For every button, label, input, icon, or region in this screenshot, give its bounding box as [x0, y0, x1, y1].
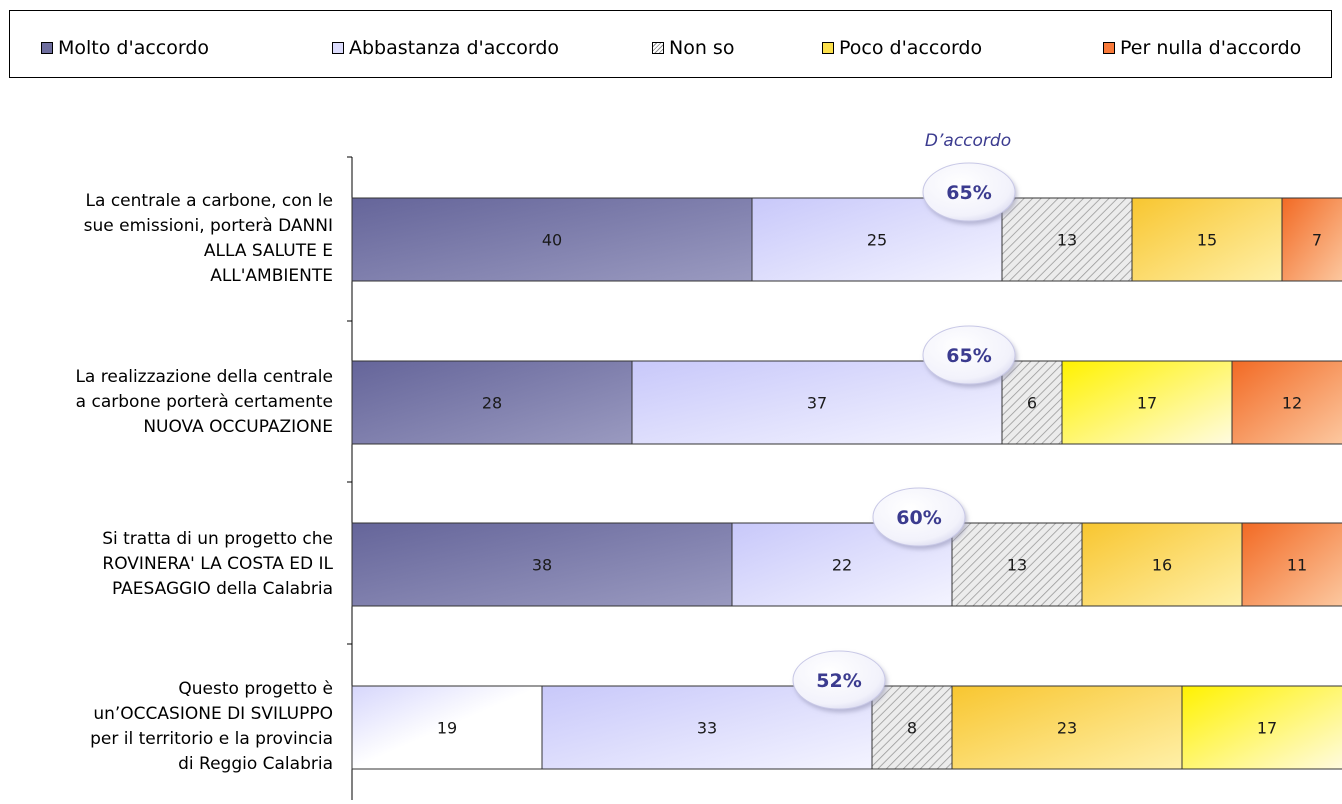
bar-value-label: 13	[1007, 556, 1027, 575]
category-label-line: Questo progetto è	[178, 679, 333, 699]
bar-segment	[351, 360, 633, 445]
bar-segment	[1281, 197, 1342, 282]
bar-value-label: 38	[532, 556, 552, 575]
legend-swatch	[652, 42, 664, 54]
category-label-line: un’OCCASIONE DI SVILUPPO	[93, 704, 333, 724]
bar-value-label: 28	[482, 394, 502, 413]
legend-label: Poco d'accordo	[839, 37, 983, 59]
bar-segment	[1181, 685, 1342, 770]
category-label-line: sue emissioni, porterà DANNI	[83, 216, 333, 236]
category-label-line: La centrale a carbone, con le	[85, 191, 333, 211]
agree-total-bubble	[792, 650, 886, 710]
bar-segment	[1241, 522, 1342, 607]
bar-value-label: 22	[832, 556, 852, 575]
bar-value-label: 8	[907, 719, 917, 738]
legend-label: Molto d'accordo	[58, 37, 210, 59]
bar-value-label: 37	[807, 394, 827, 413]
bar-value-label: 40	[542, 231, 562, 250]
bar-segment	[1231, 360, 1342, 445]
bar-segment	[351, 197, 753, 282]
agree-total-label: 60%	[896, 507, 941, 529]
legend: Molto d'accordo Abbastanza d'accordo Non s…	[9, 10, 1332, 78]
legend-swatch	[1103, 42, 1115, 54]
bar-value-label: 7	[1312, 231, 1322, 250]
header-label: D’accordo	[925, 131, 1011, 151]
bar-value-label: 33	[697, 719, 717, 738]
category-label: La centrale a carbone, con le sue emissio…	[0, 189, 333, 289]
category-label-line: ALL'AMBIENTE	[210, 266, 333, 286]
legend-swatch	[332, 42, 344, 54]
bar-segment	[1061, 360, 1233, 445]
legend-swatch	[822, 42, 834, 54]
agree-total-label: 65%	[946, 345, 991, 367]
category-label-line: per il territorio e la provincia	[90, 729, 333, 749]
category-label-line: di Reggio Calabria	[178, 754, 333, 774]
agree-total-label: 65%	[946, 182, 991, 204]
bar-value-label: 6	[1027, 394, 1037, 413]
bar-segment	[871, 685, 953, 770]
bar-segment	[951, 522, 1083, 607]
category-label: Questo progetto è un’OCCASIONE DI SVILUPP…	[0, 677, 333, 777]
bar-value-label: 17	[1257, 719, 1277, 738]
category-label-line: ALLA SALUTE E	[203, 241, 333, 261]
bar-value-label: 16	[1152, 556, 1172, 575]
bar-value-label: 13	[1057, 231, 1077, 250]
bar-segment	[1131, 197, 1283, 282]
bar-segment	[1081, 522, 1243, 607]
category-label-line: NUOVA OCCUPAZIONE	[143, 416, 333, 437]
agree-total-label: 52%	[816, 670, 861, 692]
category-label-line: La realizzazione della centrale	[75, 366, 333, 387]
bar-segment	[351, 522, 733, 607]
bar-value-label: 12	[1282, 394, 1302, 413]
bar-value-label: 25	[867, 231, 887, 250]
category-label-line: PAESAGGIO della Calabria	[112, 578, 333, 599]
bar-segment	[351, 685, 543, 770]
legend-label: Per nulla d'accordo	[1120, 37, 1302, 59]
bar-value-label: 15	[1197, 231, 1217, 250]
bar-value-label: 19	[437, 719, 457, 738]
category-label-line: a carbone porterà certamente	[75, 391, 333, 412]
category-label-line: Si tratta di un progetto che	[102, 528, 333, 549]
agree-total-bubble	[922, 325, 1016, 385]
category-label: La realizzazione della centrale a carbone…	[0, 365, 333, 440]
bar-segment	[1001, 197, 1133, 282]
legend-label: Abbastanza d'accordo	[349, 37, 560, 59]
category-label: Si tratta di un progetto che ROVINERA' LA…	[0, 527, 333, 602]
bar-value-label: 11	[1287, 556, 1307, 575]
bar-value-label: 17	[1137, 394, 1157, 413]
bar-segment	[1001, 360, 1063, 445]
agree-total-bubble	[872, 487, 966, 547]
legend-label: Non so	[669, 37, 735, 59]
legend-swatch	[41, 42, 53, 54]
agree-total-bubble	[922, 162, 1016, 222]
category-label-line: ROVINERA' LA COSTA ED IL	[102, 553, 333, 574]
bar-value-label: 23	[1057, 719, 1077, 738]
bar-segment	[951, 685, 1183, 770]
